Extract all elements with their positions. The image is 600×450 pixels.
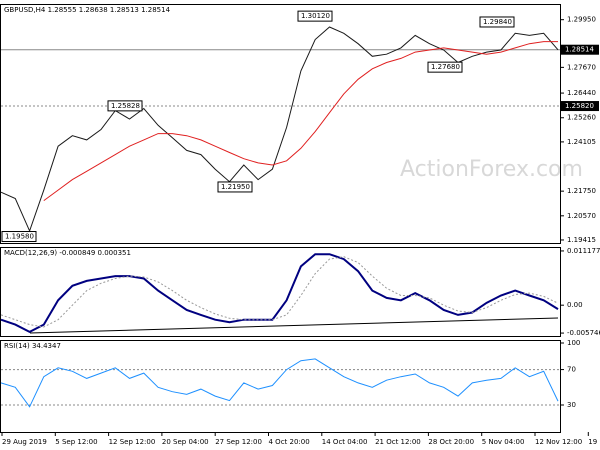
series-line [0,358,559,408]
panel-frame [0,247,561,337]
x-tick-label: 19 Nov 20:00 [588,438,600,446]
annotation-label: 1.29840 [483,18,512,26]
x-tick-label: 14 Oct 04:00 [322,438,368,446]
annotation-label: 1.30120 [301,12,330,20]
y-tick-label: 1.26440 [567,89,596,97]
y-tick-label: 0.011177 [567,247,600,255]
level-label: 1.25820 [565,102,594,110]
y-tick-label: -0.005746 [567,329,600,337]
y-tick-label: 1.24105 [567,138,596,146]
annotation-box [107,100,143,112]
x-tick-label: 29 Aug 2019 [2,438,47,446]
annotation-label: 1.27680 [431,63,460,71]
level-label-box [561,101,599,112]
y-tick-label: 0.00 [567,301,583,309]
y-tick-label: 30 [567,401,576,409]
x-tick-label: 4 Oct 20:00 [269,438,310,446]
panel-title: MACD(12,26,9) -0.000849 0.000351 [4,249,131,257]
y-tick-label: 1.29950 [567,16,596,24]
annotation-box [217,181,253,193]
annotation-box [479,16,515,28]
annotation-label: 1.25828 [111,102,140,110]
trendline [29,317,559,334]
annotation-box [1,231,37,243]
y-tick-label: 1.19415 [567,236,596,244]
x-tick-label: 12 Nov 12:00 [535,438,582,446]
x-tick-label: 21 Oct 12:00 [375,438,421,446]
x-tick-label: 5 Sep 12:00 [55,438,97,446]
series-line [0,26,559,233]
series-line [43,41,558,202]
y-tick-label: 1.27670 [567,63,596,71]
annotation-box [427,61,463,73]
x-tick-label: 12 Sep 12:00 [109,438,156,446]
y-tick-label: 100 [567,339,580,347]
y-tick-label: 1.21750 [567,187,596,195]
series-line [0,253,559,334]
panel-frame [0,340,561,433]
y-tick-label: 1.20570 [567,212,596,220]
x-tick-label: 27 Sep 12:00 [215,438,262,446]
panel-title: GBPUSD,H4 1.28555 1.28638 1.28513 1.2851… [4,6,171,14]
panel-frame [0,4,561,244]
panel-title: RSI(14) 34.4347 [4,342,61,350]
annotation-label: 1.19580 [5,233,34,241]
y-tick-label: 1.25260 [567,114,596,122]
watermark: ActionForex.com [400,157,583,182]
level-label-box [561,44,599,55]
series-line [0,256,559,328]
x-tick-label: 28 Oct 20:00 [428,438,474,446]
x-tick-label: 20 Sep 04:00 [162,438,209,446]
x-tick-label: 5 Nov 04:00 [482,438,525,446]
level-label: 1.28514 [565,46,594,54]
annotation-box [297,10,333,22]
annotation-label: 1.21950 [221,183,250,191]
y-tick-label: 70 [567,366,576,374]
